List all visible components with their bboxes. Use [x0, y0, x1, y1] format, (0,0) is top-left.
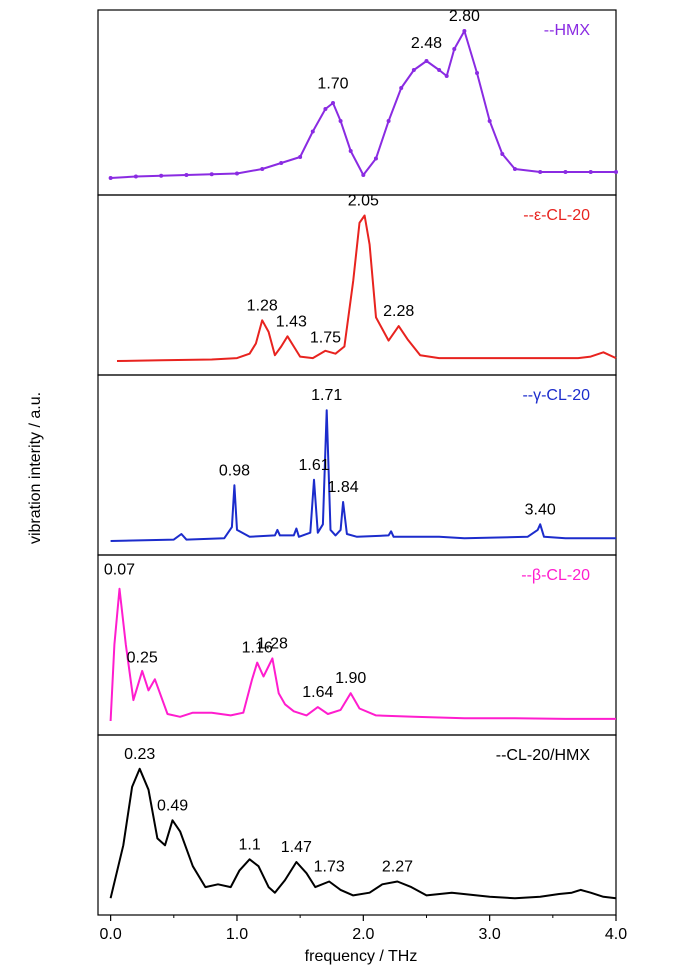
peak-label: 2.48 — [411, 35, 442, 52]
legend-label: --γ-CL-20 — [522, 387, 590, 404]
data-point — [411, 68, 416, 72]
peak-label: 1.84 — [328, 479, 359, 496]
x-axis: 0.0 1.0 2.0 3.0 4.0 — [100, 915, 627, 943]
peak-label: 1.1 — [238, 836, 260, 853]
data-point — [538, 170, 543, 174]
data-point — [361, 173, 366, 177]
peak-label: 2.28 — [383, 303, 414, 320]
peak-label: 2.05 — [348, 193, 379, 210]
panel-frame — [97, 9, 617, 196]
data-point — [323, 107, 328, 111]
legend-label: --HMX — [544, 22, 591, 39]
panel-2: --ε-CL-20 1.281.431.75 2.05 2.28 — [97, 193, 617, 376]
data-point — [588, 170, 593, 174]
data-point — [310, 129, 315, 134]
data-point — [437, 68, 442, 72]
data-point — [133, 174, 138, 179]
data-point — [424, 59, 429, 63]
data-point — [373, 156, 378, 161]
peak-label: 1.64 — [302, 684, 333, 701]
peak-label: 0.07 — [104, 562, 135, 579]
series-line — [109, 767, 617, 900]
data-point — [452, 47, 457, 51]
panel-4: --β-CL-20 0.07 0.25 1.161.28 1.641.90 — [97, 554, 617, 736]
data-point — [563, 170, 568, 174]
x-tick-label: 3.0 — [479, 926, 501, 943]
panel-1: --HMX 1.70 2.48 2.80 — [97, 8, 618, 196]
x-tick-label: 0.0 — [100, 926, 122, 943]
data-point — [462, 29, 467, 33]
peak-label: 3.40 — [525, 501, 556, 518]
data-point — [184, 173, 189, 177]
data-point — [159, 173, 164, 178]
peak-label: 1.90 — [335, 670, 366, 687]
data-point — [614, 170, 618, 174]
peak-label: 0.25 — [127, 649, 158, 666]
data-point — [234, 171, 239, 176]
x-tick-label: 4.0 — [605, 926, 627, 943]
peak-label: 1.47 — [281, 839, 312, 856]
data-point — [279, 161, 284, 165]
peak-label: 1.70 — [317, 76, 348, 93]
x-tick-label: 1.0 — [226, 926, 248, 943]
data-point — [500, 152, 505, 156]
peak-label: 1.71 — [311, 387, 342, 404]
peak-label: 0.23 — [124, 746, 155, 763]
legend-label: --ε-CL-20 — [523, 207, 590, 224]
peak-label: 1.73 — [314, 859, 345, 876]
data-point — [444, 74, 449, 78]
data-point — [338, 119, 343, 123]
y-axis-label: vibration interity / a.u. — [27, 392, 44, 544]
series-line — [109, 587, 616, 722]
x-axis-label: frequency / THz — [305, 948, 418, 965]
data-point — [487, 119, 492, 123]
panels-group: --HMX1.702.482.80--ε-CL-201.281.431.752.… — [97, 8, 618, 916]
peak-label: 1.28 — [247, 297, 278, 314]
peak-label: 1.61 — [298, 457, 329, 474]
data-point — [330, 101, 335, 105]
peak-label: 2.80 — [449, 8, 480, 25]
peak-label: 0.49 — [157, 797, 188, 814]
x-tick-label: 2.0 — [352, 926, 374, 943]
legend-label: --β-CL-20 — [521, 567, 590, 584]
peak-label: 1.75 — [310, 329, 341, 346]
data-point — [475, 71, 480, 75]
peak-label: 1.28 — [257, 635, 288, 652]
data-point — [399, 86, 404, 90]
series-line — [110, 409, 616, 542]
data-point — [108, 176, 113, 180]
series-line — [116, 214, 617, 362]
data-point — [386, 119, 391, 123]
peak-label: 0.98 — [219, 462, 250, 479]
panel-3: --γ-CL-20 0.98 1.61 1.71 1.84 3.40 — [97, 374, 617, 556]
data-point — [260, 167, 265, 171]
peak-label: 1.43 — [276, 313, 307, 330]
legend-label: --CL-20/HMX — [496, 747, 591, 764]
series-line — [110, 30, 616, 179]
data-point — [348, 149, 353, 153]
data-point — [298, 155, 303, 159]
peak-label: 2.27 — [382, 859, 413, 876]
data-point — [512, 167, 517, 171]
peak-label: 1.16 — [242, 640, 273, 657]
data-point — [209, 172, 214, 177]
panel-frame — [97, 734, 617, 916]
panel-5: --CL-20/HMX 0.23 0.49 1.1 1.471.73 2.27 — [97, 734, 617, 916]
